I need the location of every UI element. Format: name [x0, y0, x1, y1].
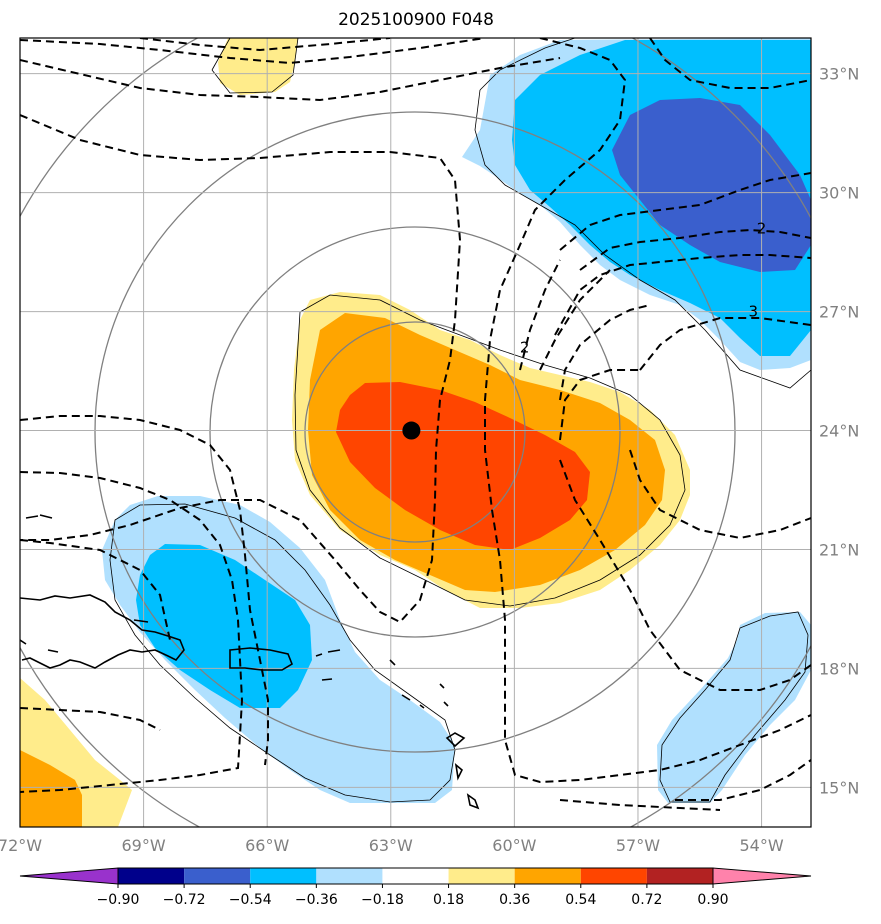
range-rings [20, 38, 811, 827]
colorbar-tick-label: 0.90 [697, 892, 728, 908]
colorbar-tick-label: −0.72 [163, 892, 206, 908]
colorbar-segment [184, 868, 251, 884]
lat-tick-label: 18°N [819, 659, 859, 678]
island-fragment [401, 694, 411, 701]
contour-label: 2 [757, 219, 767, 237]
colorbar-tick-label: −0.54 [229, 892, 272, 908]
colorbar-segment [580, 868, 647, 884]
island-fragment [389, 659, 396, 666]
map-title: 2025100900 F048 [338, 10, 494, 30]
lat-tick-label: 30°N [819, 184, 859, 203]
colorbar-segment [646, 868, 713, 884]
lon-tick-label: 63°W [369, 836, 413, 855]
island-fragment [443, 701, 449, 707]
island-fragment [133, 619, 149, 623]
hispaniola-coast [20, 594, 185, 669]
colorbar-segment [316, 868, 383, 884]
lon-tick-label: 72°W [0, 836, 42, 855]
positive-anomaly-yellow-north [218, 38, 298, 95]
colorbar-tick-label: −0.90 [97, 892, 140, 908]
island-fragment [439, 683, 445, 689]
negative-anomaly-light-se [657, 612, 811, 803]
colorbar-segment [118, 868, 185, 884]
colorbar-tick-label: 0.54 [565, 892, 596, 908]
lon-tick-label: 54°W [739, 836, 783, 855]
dashed-contours [20, 38, 811, 811]
positive-anomaly-orange-sw-corner [20, 750, 82, 827]
coastlines [20, 514, 480, 810]
contour-labels: 2 3 2 [520, 219, 767, 356]
colorbar: −0.90 −0.72 −0.54 −0.36 −0.18 0.18 0.36 0.54 0.7… [19, 867, 812, 908]
colorbar-segment [382, 868, 449, 884]
contour-label: 2 [520, 338, 530, 356]
lat-tick-label: 33°N [819, 65, 859, 84]
lon-tick-label: 60°W [492, 836, 536, 855]
virgin-islands-coast [315, 649, 341, 657]
lat-tick-label: 24°N [819, 422, 859, 441]
contour-label: 3 [749, 303, 759, 321]
map-plot-area: 2 3 2 [20, 38, 811, 827]
island-fragment [419, 704, 425, 709]
colorbar-tick-label: 0.36 [499, 892, 530, 908]
cuba-fragment-coast [25, 514, 53, 519]
dominica-coast [454, 763, 463, 781]
island-fragment [321, 678, 333, 681]
negative-anomaly-mid-sw [136, 544, 312, 708]
colorbar-tick-label: 0.72 [631, 892, 662, 908]
colorbar-segment [250, 868, 317, 884]
lon-tick-label: 57°W [616, 836, 660, 855]
map-frame [19, 37, 812, 828]
longitude-tick-labels: 72°W 69°W 66°W 63°W 60°W 57°W 54°W [0, 836, 784, 855]
storm-center-marker [402, 421, 421, 440]
colorbar-extend-high [712, 867, 812, 885]
latitude-tick-labels: 15°N 18°N 21°N 24°N 27°N 30°N 33°N [819, 65, 859, 798]
colorbar-outline [117, 867, 714, 885]
lon-tick-label: 66°W [245, 836, 289, 855]
colorbar-extend-low [19, 867, 119, 885]
colorbar-segment [448, 868, 515, 884]
lat-tick-label: 15°N [819, 778, 859, 797]
island-fragment [20, 639, 27, 645]
colorbar-tick-label: 0.18 [433, 892, 464, 908]
lon-tick-label: 69°W [122, 836, 166, 855]
guadeloupe-coast [445, 732, 466, 748]
colorbar-tick-label: −0.36 [295, 892, 338, 908]
martinique-coast [466, 793, 480, 810]
positive-anomaly-red-center [336, 382, 590, 550]
puerto-rico-coast [229, 647, 293, 671]
colorbar-tick-label: −0.18 [361, 892, 404, 908]
lat-tick-label: 21°N [819, 540, 859, 559]
colorbar-segment [514, 868, 581, 884]
island-fragment [47, 649, 59, 653]
lat-tick-label: 27°N [819, 303, 859, 322]
